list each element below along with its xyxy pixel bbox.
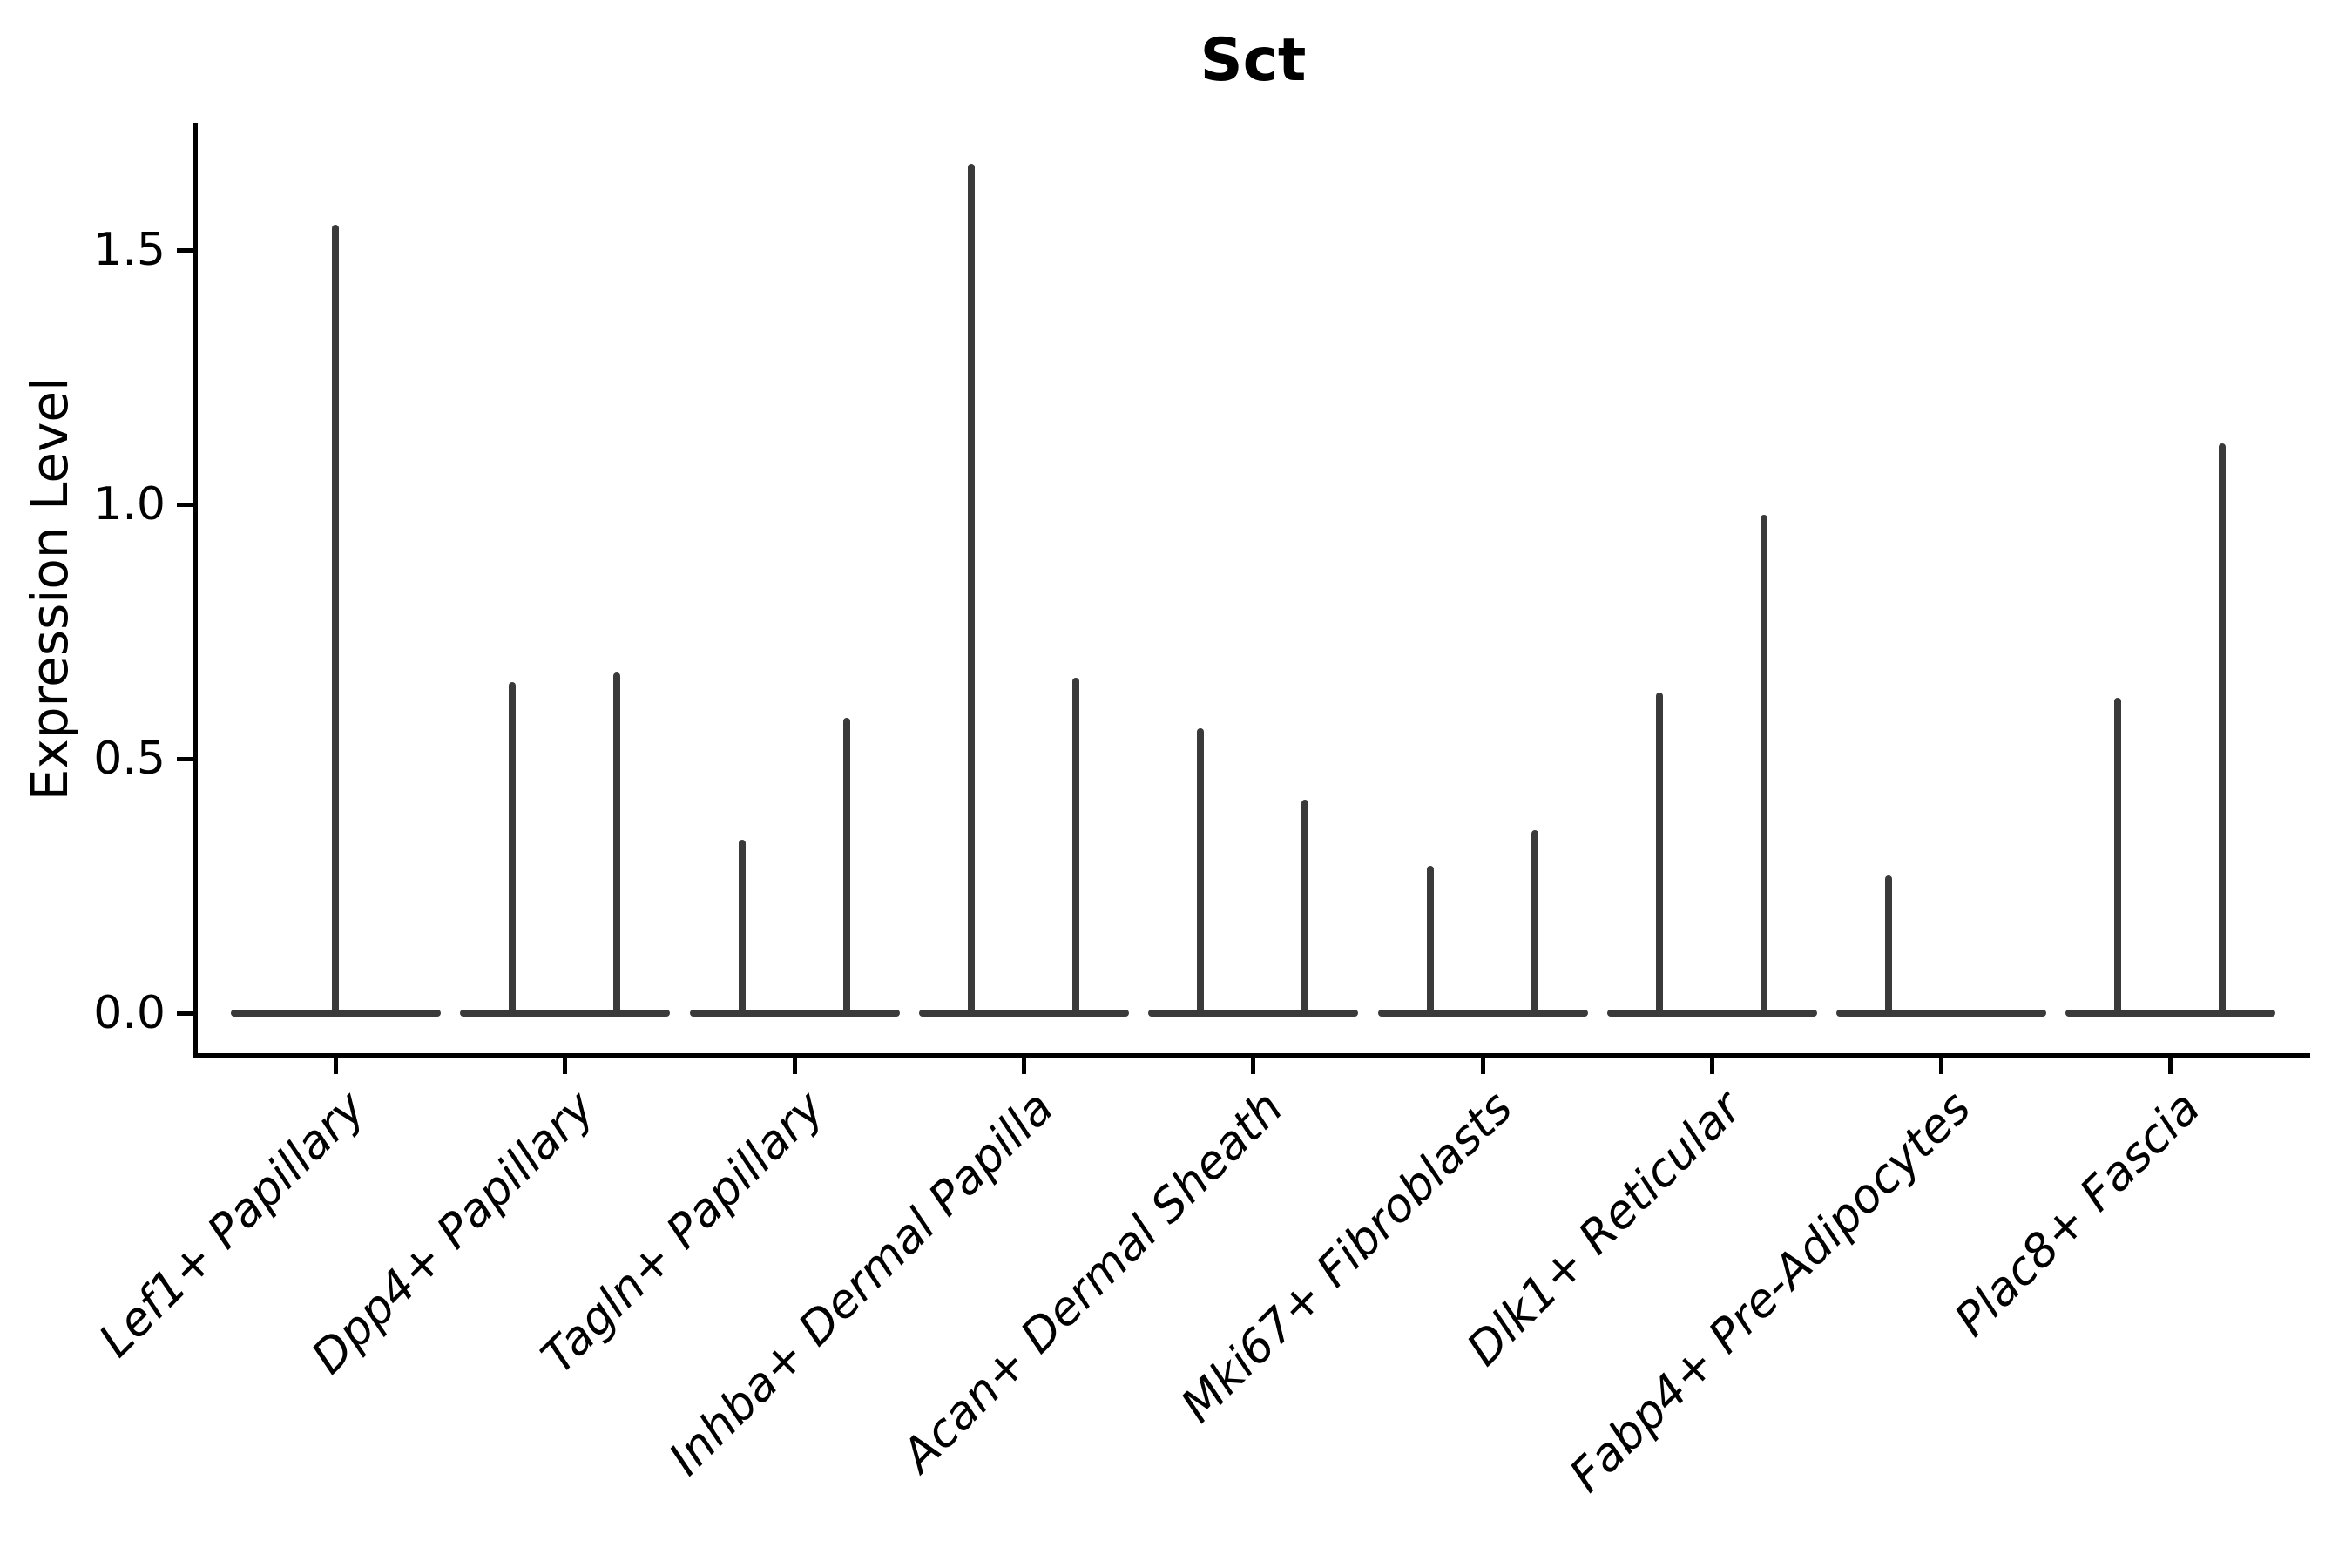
violin-spike xyxy=(842,718,850,1017)
violin-spike xyxy=(2219,443,2227,1017)
violin-baseline xyxy=(689,1010,900,1017)
x-tick xyxy=(563,1053,568,1074)
x-tick xyxy=(334,1053,338,1074)
plot-title: Sct xyxy=(1200,26,1307,95)
x-tick xyxy=(792,1053,797,1074)
violin-baseline xyxy=(460,1010,671,1017)
y-tick xyxy=(177,1011,198,1016)
violin-spike xyxy=(967,163,975,1017)
x-tick xyxy=(1709,1053,1714,1074)
y-tick-label: 1.0 xyxy=(93,478,166,531)
x-tick-label: Fabp4+ Pre-Adipocytes xyxy=(1559,1081,1982,1503)
violin-spike xyxy=(1531,829,1538,1017)
violin-baseline xyxy=(1148,1010,1359,1017)
y-axis-label: Expression Level xyxy=(20,376,79,801)
x-tick xyxy=(1021,1053,1026,1074)
x-tick xyxy=(1939,1053,1944,1074)
violin-baseline xyxy=(1606,1010,1817,1017)
x-tick xyxy=(1480,1053,1485,1074)
violin-baseline xyxy=(2065,1010,2276,1017)
x-tick-label: Acan+ Dermal Sheath xyxy=(891,1081,1294,1483)
y-tick xyxy=(177,757,198,761)
violin-spike xyxy=(1655,693,1663,1017)
x-tick-label: Plac8+ Fascia xyxy=(1944,1081,2211,1348)
violin-baseline xyxy=(1836,1010,2047,1017)
violin-spike xyxy=(2114,697,2122,1017)
violin-spike xyxy=(613,672,621,1017)
violin-spike xyxy=(1197,727,1205,1017)
x-tick xyxy=(1251,1053,1256,1074)
violin-spike xyxy=(332,224,339,1017)
violin-baseline xyxy=(1377,1010,1588,1017)
violin-baseline xyxy=(918,1010,1129,1017)
x-tick xyxy=(2168,1053,2173,1074)
violin-spike xyxy=(738,840,746,1017)
violin-spike xyxy=(1760,514,1767,1017)
violin-spike xyxy=(1885,875,1893,1017)
violin-spike xyxy=(1071,677,1079,1017)
violin-spike xyxy=(509,682,517,1017)
y-tick xyxy=(177,503,198,507)
y-tick-label: 0.5 xyxy=(93,733,166,785)
y-axis-spine xyxy=(193,123,198,1058)
y-tick xyxy=(177,248,198,253)
y-tick-label: 0.0 xyxy=(93,987,166,1039)
x-tick-label: Inhba+ Dermal Papilla xyxy=(659,1081,1064,1486)
y-tick-label: 1.5 xyxy=(93,224,166,276)
violin-spike xyxy=(1426,865,1434,1017)
violin-spike xyxy=(1301,799,1309,1017)
